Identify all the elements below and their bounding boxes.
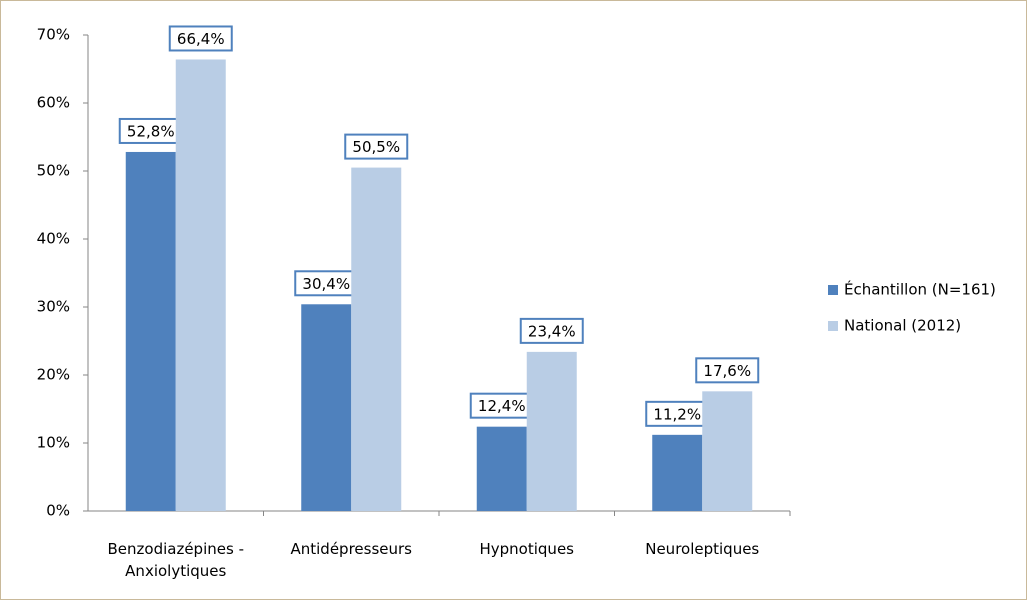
x-tick-label: Antidépresseurs bbox=[290, 540, 412, 558]
value-label-box bbox=[469, 392, 534, 419]
bar bbox=[175, 59, 226, 511]
value-label-box bbox=[695, 357, 760, 384]
y-tick-label: 40% bbox=[37, 230, 70, 248]
bar bbox=[652, 434, 703, 511]
bar bbox=[125, 151, 176, 511]
value-label: 12,4% bbox=[478, 397, 526, 415]
bar bbox=[301, 304, 352, 511]
y-tick-label: 20% bbox=[37, 366, 70, 384]
y-tick-label: 60% bbox=[37, 94, 70, 112]
y-tick-label: 10% bbox=[37, 434, 70, 452]
value-label: 11,2% bbox=[653, 405, 701, 423]
bar bbox=[702, 391, 753, 511]
legend-swatch bbox=[828, 285, 838, 295]
legend-label: Échantillon (N=161) bbox=[844, 280, 996, 299]
value-label: 50,5% bbox=[352, 138, 400, 156]
value-label: 23,4% bbox=[528, 322, 576, 340]
y-tick-label: 50% bbox=[37, 162, 70, 180]
value-label-box bbox=[344, 133, 409, 160]
x-tick-label: Hypnotiques bbox=[479, 540, 574, 558]
bar bbox=[526, 351, 577, 511]
x-tick-label: Neuroleptiques bbox=[645, 540, 760, 558]
value-label: 66,4% bbox=[177, 30, 225, 48]
value-label-box bbox=[519, 317, 584, 344]
y-tick-label: 70% bbox=[37, 26, 70, 44]
legend-label: National (2012) bbox=[844, 317, 961, 335]
value-label: 17,6% bbox=[703, 362, 751, 380]
y-tick-label: 0% bbox=[46, 502, 70, 520]
x-tick-label: Benzodiazépines - Anxiolytiques bbox=[107, 540, 244, 580]
y-tick-label: 30% bbox=[37, 298, 70, 316]
bar bbox=[351, 167, 402, 511]
value-label: 52,8% bbox=[127, 122, 175, 140]
value-label-box bbox=[294, 270, 359, 297]
value-label-box bbox=[168, 25, 233, 52]
value-label-box bbox=[645, 400, 710, 427]
bar bbox=[476, 426, 527, 511]
value-label: 30,4% bbox=[302, 275, 350, 293]
legend-swatch bbox=[828, 321, 838, 331]
